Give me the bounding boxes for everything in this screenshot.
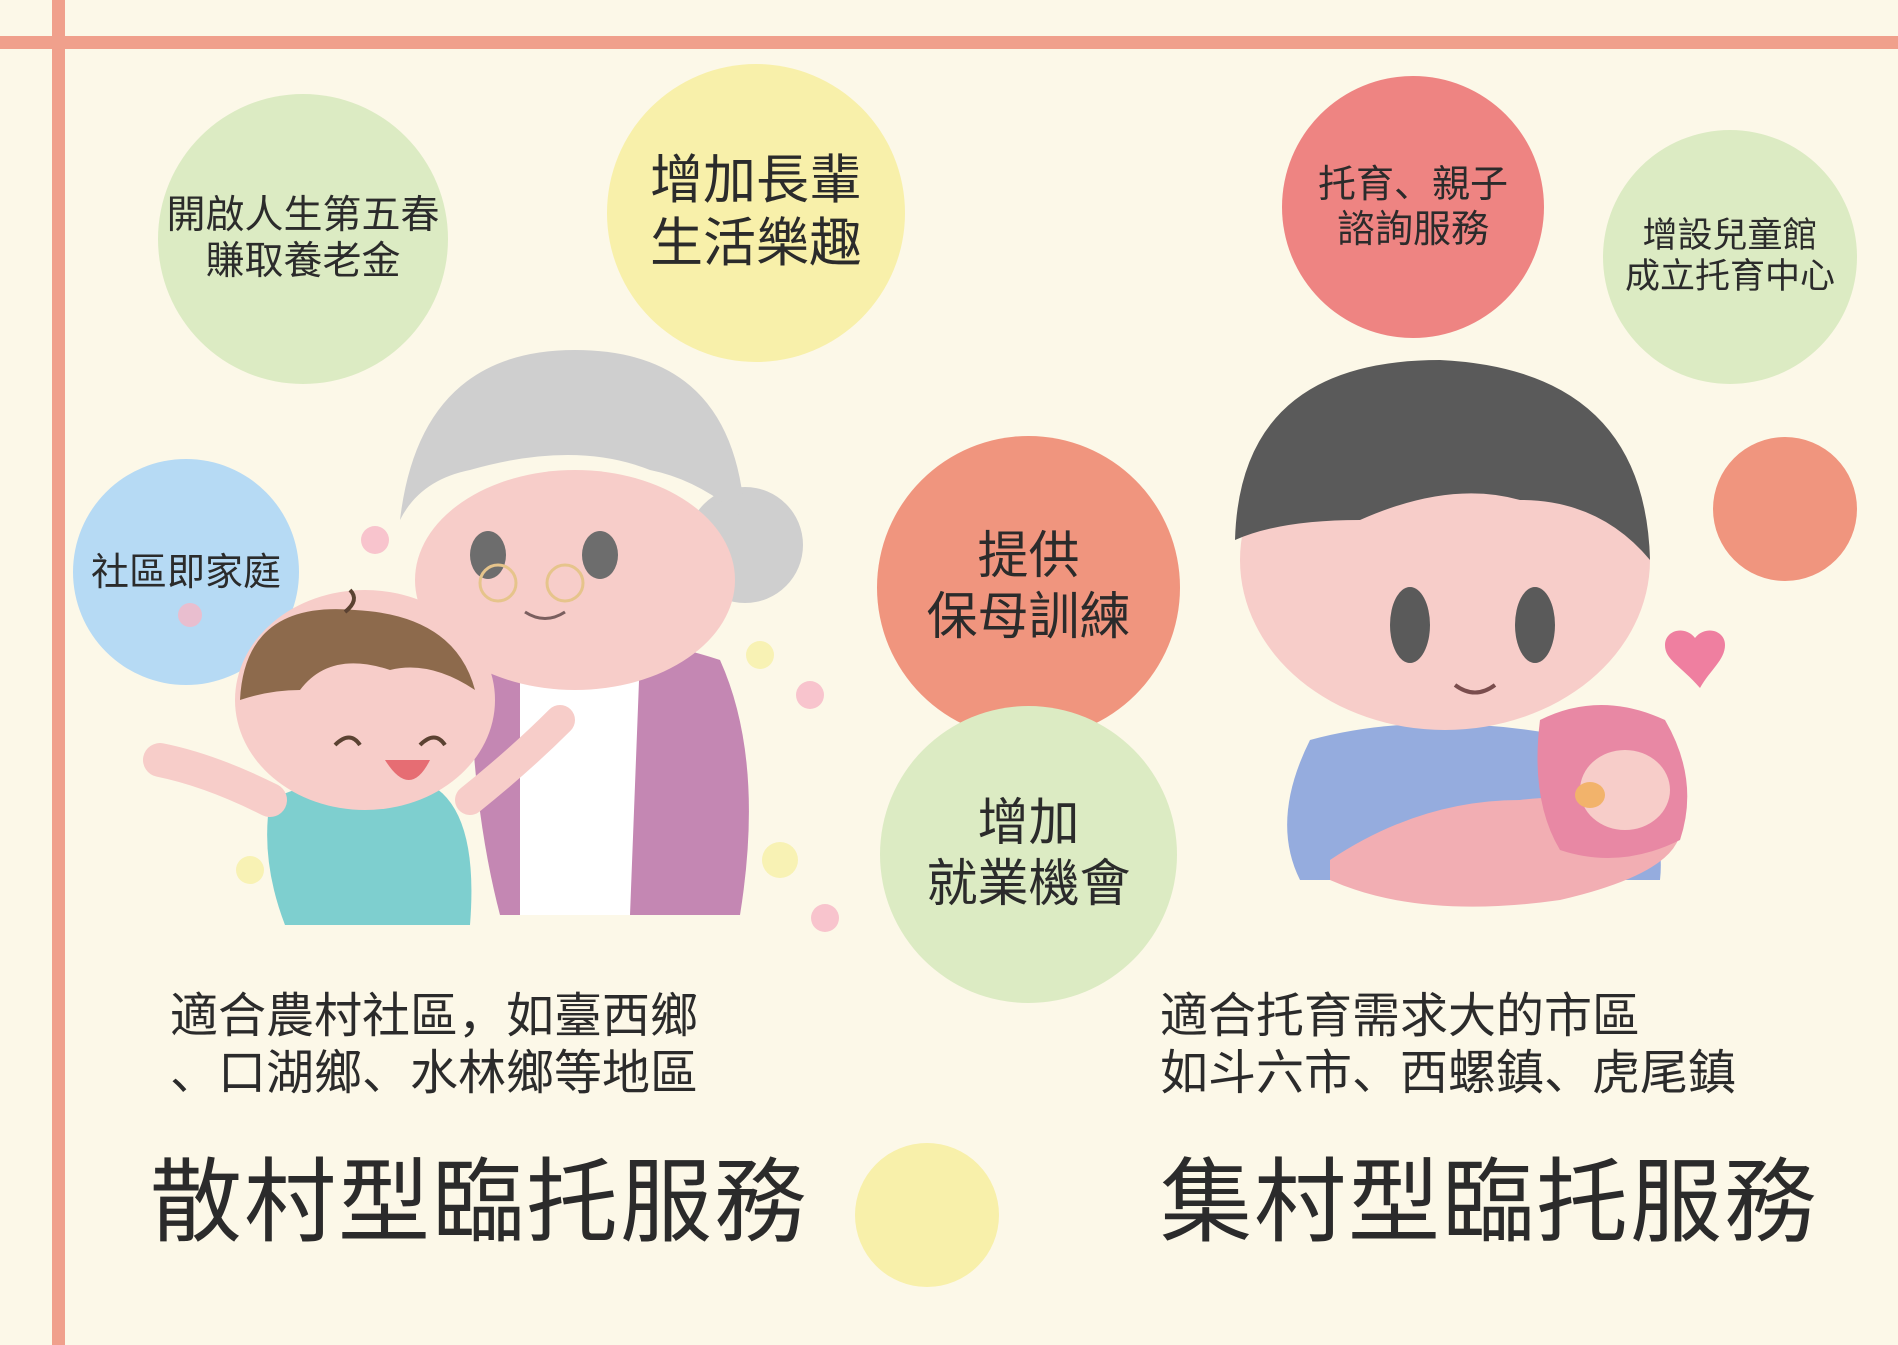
bubble-community-home-text: 社區即家庭 <box>90 549 281 594</box>
decor-circle-yellow <box>855 1143 999 1287</box>
bubble-parenting: 托育、親子 諮詢服務 <box>1282 76 1544 338</box>
left-title: 散村型臨托服務 <box>150 1149 809 1256</box>
frame-line-horizontal <box>0 36 1898 49</box>
bubble-fifth-spring: 開啟人生第五春 賺取養老金 <box>158 94 448 384</box>
right-title: 集村型臨托服務 <box>1160 1149 1819 1256</box>
bubble-fifth-spring-text: 開啟人生第五春 賺取養老金 <box>166 192 440 284</box>
bubble-elder-fun-text: 增加長輩 生活樂趣 <box>650 150 862 274</box>
bubble-parenting-text: 托育、親子 諮詢服務 <box>1317 162 1508 251</box>
left-caption: 適合農村社區，如臺西鄉 、口湖鄉、水林鄉等地區 <box>170 988 699 1101</box>
father-holding-baby-illustration <box>1235 360 1688 907</box>
bubble-childrens-center-text: 增設兒童館 成立托育中心 <box>1624 215 1835 297</box>
frame-line-vertical <box>52 0 65 1345</box>
bubble-nanny-training: 提供 保母訓練 <box>877 436 1180 739</box>
bubble-employment-text: 增加 就業機會 <box>926 794 1131 914</box>
decor-circle-salmon <box>1713 437 1857 581</box>
right-caption: 適合托育需求大的市區 如斗六市、西螺鎮、虎尾鎮 <box>1160 988 1737 1101</box>
bubble-nanny-training-text: 提供 保母訓練 <box>926 527 1131 647</box>
grandmother-and-child-illustration <box>143 350 839 932</box>
bubble-employment: 增加 就業機會 <box>880 706 1177 1003</box>
heart-icon <box>1665 630 1725 688</box>
bubble-elder-fun: 增加長輩 生活樂趣 <box>607 64 905 362</box>
bubble-childrens-center: 增設兒童館 成立托育中心 <box>1603 130 1857 384</box>
